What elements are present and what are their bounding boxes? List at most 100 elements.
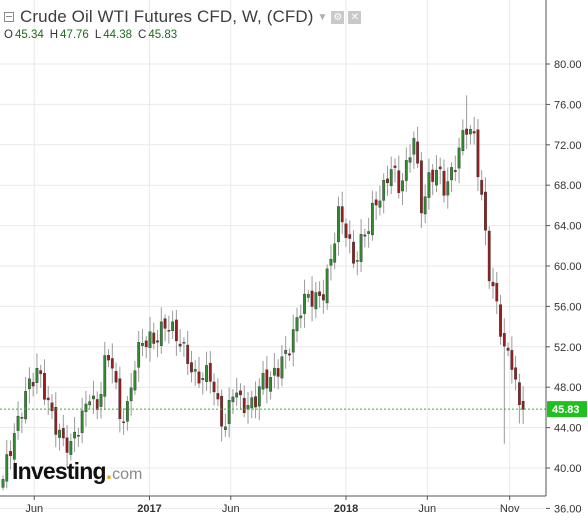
candle-body — [205, 365, 208, 382]
candle-body — [216, 393, 220, 400]
candle-body — [514, 367, 518, 380]
candle-body — [401, 180, 404, 192]
candle-body — [159, 321, 163, 346]
candle-body — [167, 330, 171, 332]
candle-body — [506, 347, 510, 351]
candle-body — [265, 369, 269, 389]
candle-body — [54, 407, 58, 435]
chart-title: Crude Oil WTI Futures CFD, W, (CFD) — [20, 7, 314, 26]
candle-body — [280, 356, 284, 379]
candle-body — [476, 129, 480, 178]
candle-body — [288, 353, 291, 356]
candle-body — [495, 283, 499, 302]
candle-body — [269, 377, 273, 392]
candle-body — [223, 426, 227, 430]
x-tick-label: Jun — [418, 503, 436, 515]
candle-body — [61, 428, 65, 439]
y-tick-label: 76.00 — [554, 99, 582, 111]
x-tick-label: 2018 — [334, 503, 358, 515]
candle-body — [325, 268, 329, 304]
x-tick-label: 2017 — [137, 503, 161, 515]
candle-body — [363, 234, 367, 237]
ohlc-close-key: C — [138, 29, 147, 41]
candle-body — [333, 243, 337, 263]
close-icon[interactable]: ✕ — [348, 10, 362, 24]
candle-body — [20, 417, 24, 419]
candle-body — [227, 400, 231, 424]
candle-body — [374, 199, 378, 206]
candle-body — [370, 202, 374, 236]
candle-body — [340, 206, 344, 223]
candle-body — [103, 355, 107, 397]
candle-body — [186, 344, 190, 364]
candle-body — [163, 318, 167, 329]
candle-body — [137, 342, 141, 368]
candle-body — [69, 441, 73, 455]
candle-body — [438, 166, 442, 170]
candle-body — [129, 387, 133, 402]
investing-logo[interactable]: Investing . com — [12, 458, 142, 488]
collapse-icon[interactable] — [4, 12, 14, 22]
ohlc-readout: O 45.34 H 47.76 L 44.38 C 45.83 — [4, 29, 544, 41]
candle-body — [291, 329, 295, 353]
candle-body — [510, 350, 514, 370]
candle-body — [125, 401, 129, 422]
candle-body — [95, 399, 99, 411]
candle-body — [484, 191, 487, 231]
candle-body — [393, 165, 397, 168]
candle-body — [39, 370, 43, 374]
chart-header: Crude Oil WTI Futures CFD, W, (CFD) ▼ ⚙ … — [4, 6, 544, 46]
candle-body — [348, 234, 352, 239]
last-price-label: 45.83 — [552, 404, 580, 416]
axis-layer: 36.00 40.00 44.00 48.00 52.00 56.00 60.00 64.00… — [0, 0, 582, 515]
logo-suffix: com — [112, 466, 143, 483]
candle-body — [442, 170, 446, 196]
candle-body — [329, 258, 333, 266]
y-tick-label: 48.00 — [554, 382, 582, 394]
candle-body — [122, 421, 126, 423]
candle-body — [80, 410, 84, 433]
candle-body — [318, 291, 322, 296]
candle-body — [412, 138, 416, 155]
x-tick-label: Jun — [222, 503, 240, 515]
candle-body — [450, 167, 453, 181]
candle-body — [92, 395, 95, 400]
candle-body — [133, 370, 137, 391]
y-tick-label: 40.00 — [554, 463, 582, 475]
candle-body — [321, 294, 325, 301]
logo-dot: . — [105, 458, 113, 484]
candle-body — [5, 454, 9, 482]
candle-body — [453, 170, 457, 172]
caret-down-icon[interactable]: ▼ — [317, 11, 328, 23]
candle-body — [231, 396, 235, 403]
x-tick-label: Nov — [500, 503, 520, 515]
candle-body — [446, 181, 450, 196]
candle-body — [110, 358, 114, 369]
y-tick-label: 44.00 — [554, 423, 582, 435]
candle-body — [284, 350, 288, 354]
candle-body — [58, 429, 61, 438]
candle-body — [46, 397, 50, 401]
candle-body — [148, 331, 152, 348]
candle-body — [118, 378, 122, 420]
gear-icon[interactable]: ⚙ — [331, 10, 345, 24]
candle-body — [84, 403, 88, 413]
candle-body — [306, 294, 310, 298]
ohlc-low-key: L — [94, 29, 102, 41]
y-tick-label: 52.00 — [554, 342, 582, 354]
candle-body — [182, 342, 186, 344]
candle-body — [468, 129, 472, 135]
candle-body — [499, 304, 502, 337]
candle-layer — [1, 95, 525, 491]
candle-body — [461, 130, 465, 152]
grid-layer — [0, 0, 546, 509]
candle-body — [261, 373, 265, 390]
candle-body — [239, 390, 242, 396]
candle-body — [435, 169, 438, 186]
ohlc-high-value: 47.76 — [60, 29, 89, 41]
candle-body — [1, 479, 5, 488]
candle-body — [337, 206, 340, 243]
candle-body — [16, 415, 20, 431]
candle-body — [174, 319, 178, 342]
